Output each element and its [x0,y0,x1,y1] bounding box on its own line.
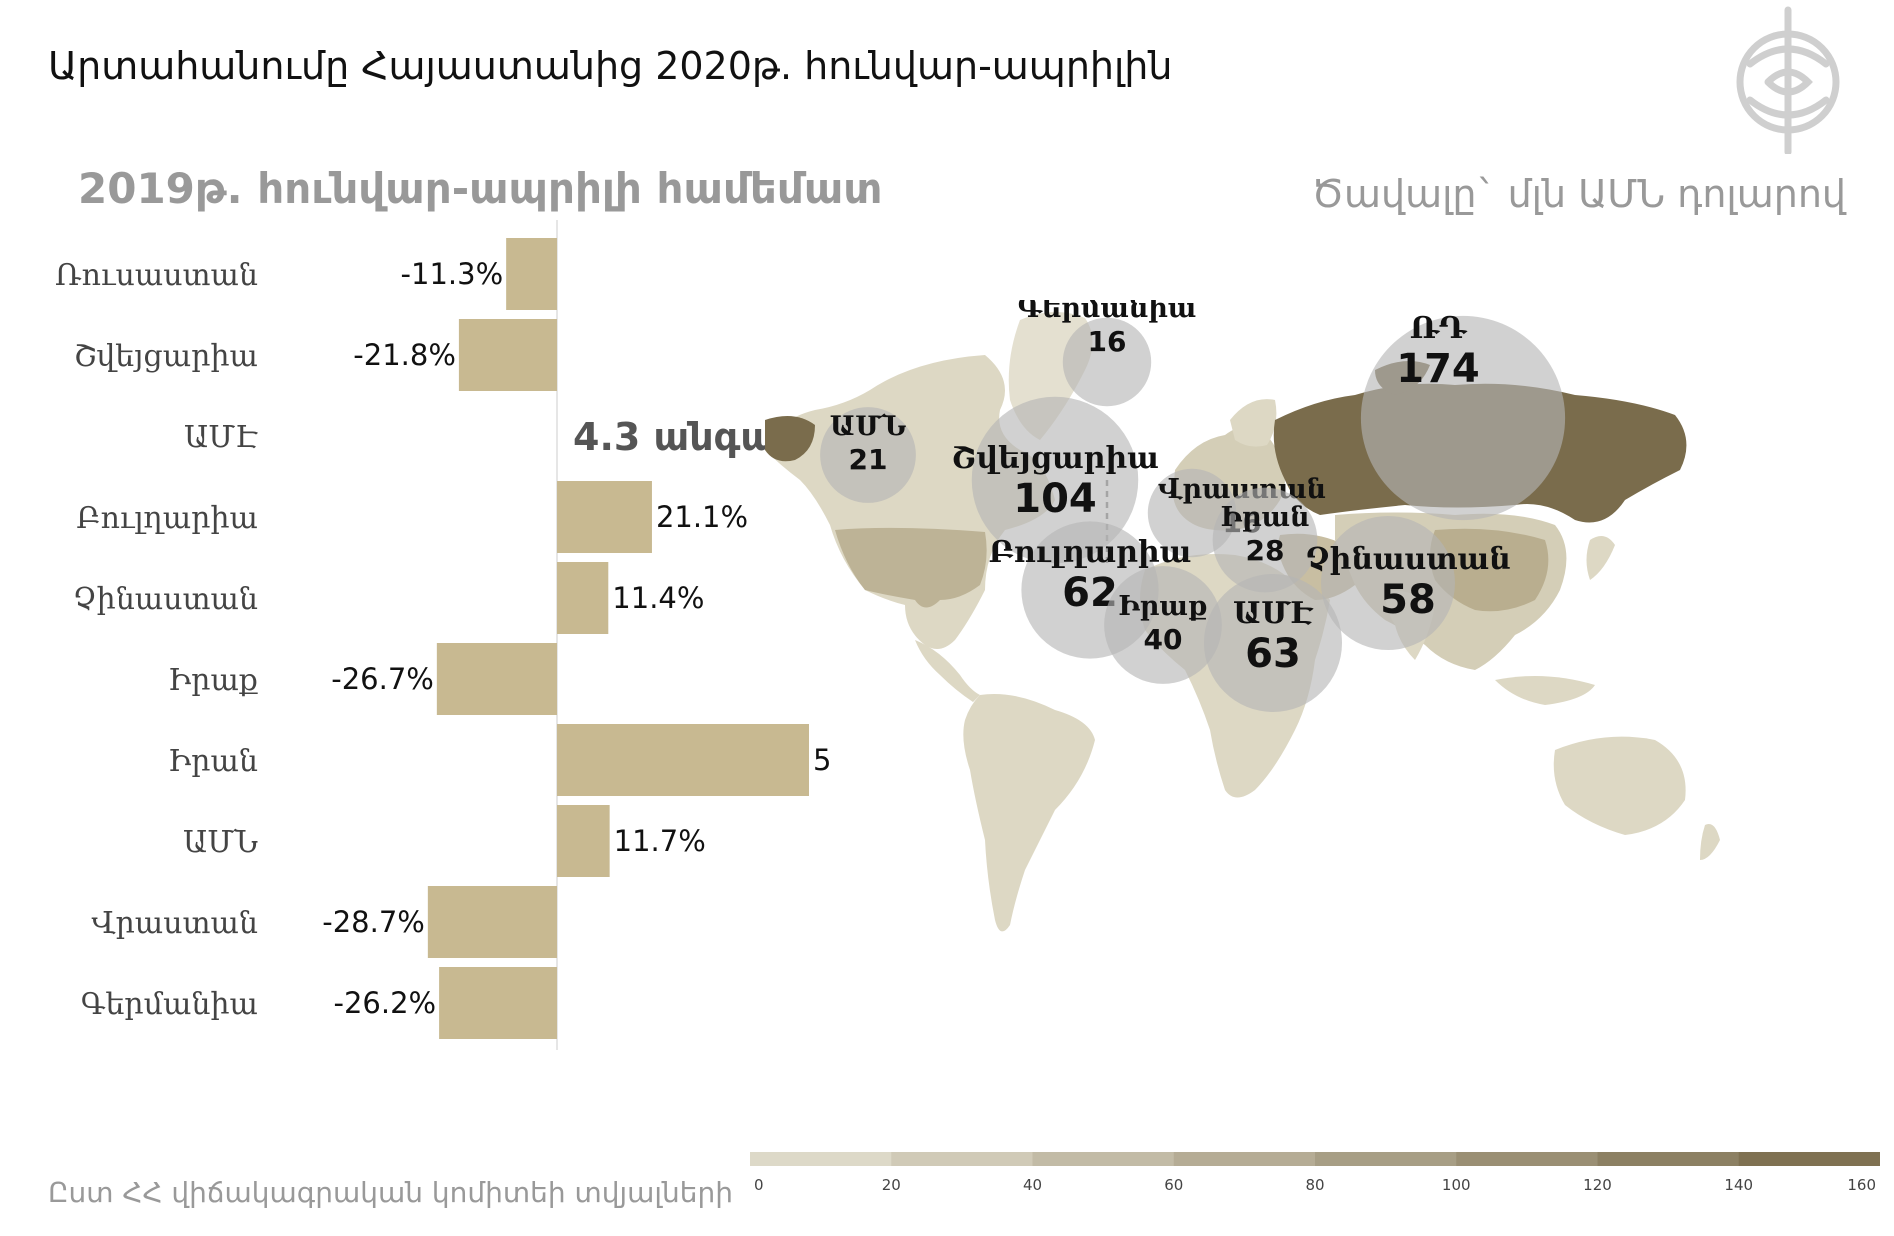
bubble-country-label: Իրան [1220,502,1309,533]
scale-segment [1456,1152,1598,1166]
bubble-country-label: Շվեյցարիա [951,441,1159,476]
southeast-asia-shape [1495,676,1595,705]
bubble-value-label: 28 [1246,534,1285,567]
bubbles: ՌԴ174Գերմանիա16ԱՄՆ21Շվեյցարիա104Վրաստան1… [820,300,1566,713]
scale-segment [1738,1152,1880,1166]
scale-tick-label: 100 [1442,1176,1471,1194]
category-label: Իրաք [168,663,258,698]
bar [439,967,557,1039]
bar [557,805,610,877]
category-label: Գերմանիա [81,987,258,1022]
bubble [1104,566,1222,684]
bubble-value-label: 104 [1013,476,1097,522]
scale-tick-label: 140 [1724,1176,1753,1194]
bar [506,238,557,310]
scale-segment [1597,1152,1740,1166]
color-scale-legend: 0 20 40 60 80 100 120 140 160 [750,1152,1880,1194]
bubble-value-label: 174 [1396,346,1480,392]
bar-chart-subtitle: 2019թ. հունվար-ապրիլի համեմատ [78,164,883,213]
category-label: Չինաստան [73,582,258,617]
scale-segment [1173,1152,1316,1166]
bar [436,643,557,715]
bubble-value-label: 58 [1380,577,1436,623]
bubble-country-label: ԱՄՆ [830,411,907,442]
scale-tick-label: 20 [882,1176,901,1194]
bubble-country-label: Բուլղարիա [989,535,1192,570]
bar-chart: Ռուսաստան -11.3% Շվեյցարիա -21.8% ԱՄԷ 4.3 անգ… [55,220,830,1050]
bubble-country-label: Իրաք [1118,591,1208,622]
bar [557,562,609,634]
brand-logo [1736,6,1840,154]
value-label: 4.3 անգամ [573,415,803,459]
scale-tick-label: 0 [754,1176,764,1194]
scale-segment [891,1152,1033,1166]
value-label: -26.2% [334,986,437,1020]
bubble [1360,315,1566,521]
china-shape [1430,528,1549,612]
bubble-country-label: Գերմանիա [1018,300,1197,324]
scale-segment [1032,1152,1175,1166]
value-label: 56% [813,743,830,777]
page-title: Արտահանումը Հայաստանից 2020թ. հունվար-ապ… [48,44,1173,88]
bar [458,319,557,391]
bubble-value-label: 16 [1088,325,1127,358]
world-map: ՌԴ174Գերմանիա16ԱՄՆ21Շվեյցարիա104Վրաստան1… [765,300,1720,932]
bubble [1321,516,1455,650]
bubble-value-label: 40 [1144,623,1183,656]
scale-tick-label: 80 [1305,1176,1324,1194]
bubble-country-label: ԱՄԷ [1233,596,1314,631]
value-label: 11.7% [614,824,706,858]
category-label: ԱՄՆ [183,825,258,860]
new-zealand-shape [1700,824,1720,860]
bar [557,481,652,553]
source-note: Ըստ ՀՀ վիճակագրական կոմիտեի տվյալների [48,1176,734,1209]
value-label: 21.1% [656,500,748,534]
bubble-value-label: 21 [849,443,888,476]
value-label: 11.4% [612,581,704,615]
bubble-country-label: ՌԴ [1410,311,1468,346]
category-label: Բուլղարիա [76,501,258,536]
bubble [1203,573,1343,713]
bubble [1062,317,1152,407]
bubble [820,407,916,503]
scale-tick-label: 60 [1164,1176,1183,1194]
bubble [1212,487,1318,593]
value-label: -28.7% [322,905,425,939]
scale-tick-label: 160 [1847,1176,1876,1194]
usa-shape [835,527,987,608]
alaska-shape [765,416,815,462]
category-label: Շվեյցարիա [74,339,258,374]
bubble-value-label: 63 [1245,631,1301,677]
category-label: Վրաստան [91,906,258,941]
category-label: ԱՄԷ [184,420,258,455]
central-america-shape [915,640,980,702]
south-america-shape [963,694,1095,932]
value-label: -21.8% [353,338,456,372]
bar [557,724,809,796]
value-label: -26.7% [331,662,434,696]
category-label: Իրան [168,744,258,779]
category-label: Ռուսաստան [55,258,258,293]
scale-tick-label: 120 [1583,1176,1612,1194]
bubble [971,396,1139,564]
japan-shape [1586,536,1615,580]
value-label: -11.3% [401,257,504,291]
bar [427,886,557,958]
scale-segment [750,1152,892,1166]
scandinavia-shape [1230,399,1277,447]
bubble-country-label: Չինաստան [1305,542,1511,577]
scale-tick-label: 40 [1023,1176,1042,1194]
map-subtitle: Ծավալը` մլն ԱՄՆ դոլարով [1311,172,1846,216]
australia-shape [1553,736,1686,835]
scale-segment [1315,1152,1457,1166]
